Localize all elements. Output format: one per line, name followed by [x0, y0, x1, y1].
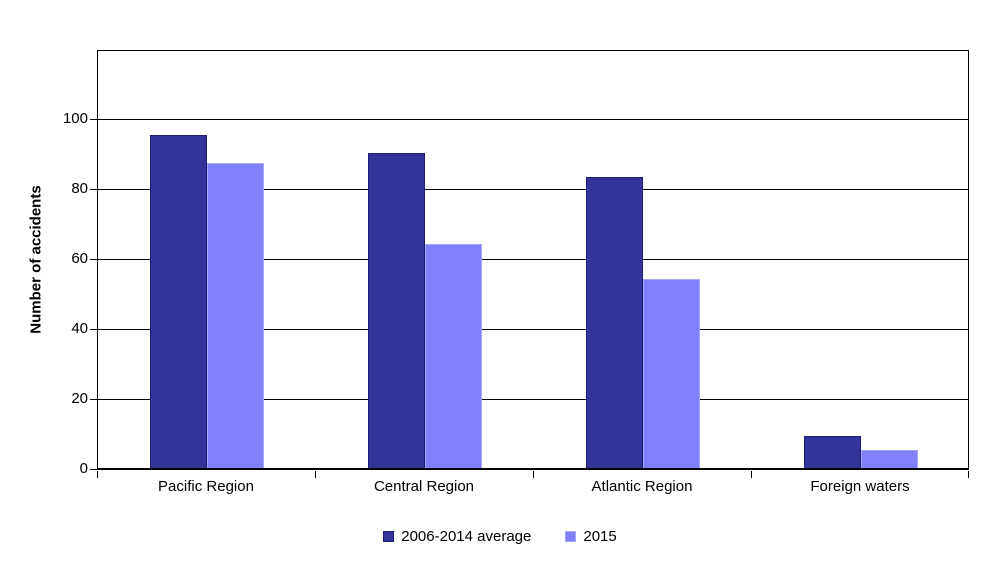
bar-avg-1 — [368, 153, 425, 468]
bar-avg-2 — [586, 177, 643, 468]
legend-item-2015: 2015 — [565, 528, 617, 545]
category-label: Central Region — [373, 478, 475, 495]
legend-item-average: 2006-2014 average — [383, 528, 531, 545]
bar-2015-1 — [425, 244, 482, 468]
legend: 2006-2014 average 2015 — [0, 528, 1000, 545]
gridline — [98, 399, 968, 400]
bar-2015-0 — [207, 163, 264, 468]
y-tick-label: 80 — [71, 180, 88, 197]
x-tick-mark — [968, 471, 969, 478]
category-label: Foreign waters — [810, 478, 910, 495]
bar-2015-2 — [643, 279, 700, 468]
y-tick-mark — [90, 189, 97, 190]
legend-swatch-icon — [565, 531, 577, 542]
x-tick-mark — [751, 471, 752, 478]
gridline — [98, 189, 968, 190]
gridline — [98, 119, 968, 120]
legend-swatch-icon — [383, 531, 395, 542]
legend-label: 2015 — [583, 528, 617, 545]
bar-avg-3 — [804, 436, 861, 468]
y-tick-label: 20 — [71, 390, 88, 407]
y-tick-mark — [90, 259, 97, 260]
gridline — [98, 259, 968, 260]
y-tick-label: 60 — [71, 250, 88, 267]
legend-label: 2006-2014 average — [401, 528, 532, 545]
y-tick-label: 0 — [79, 460, 88, 477]
gridline — [98, 329, 968, 330]
y-tick-mark — [90, 329, 97, 330]
bar-avg-0 — [150, 135, 207, 468]
bar-2015-3 — [861, 450, 918, 468]
category-label: Pacific Region — [158, 478, 254, 495]
x-tick-mark — [315, 471, 316, 478]
y-tick-label: 40 — [71, 320, 88, 337]
y-tick-mark — [90, 469, 97, 470]
x-tick-mark — [533, 471, 534, 478]
y-tick-mark — [90, 399, 97, 400]
x-tick-mark — [97, 471, 98, 478]
y-tick-mark — [90, 119, 97, 120]
y-tick-label: 100 — [62, 110, 88, 127]
category-label: Atlantic Region — [591, 478, 693, 495]
plot-area — [97, 50, 969, 470]
